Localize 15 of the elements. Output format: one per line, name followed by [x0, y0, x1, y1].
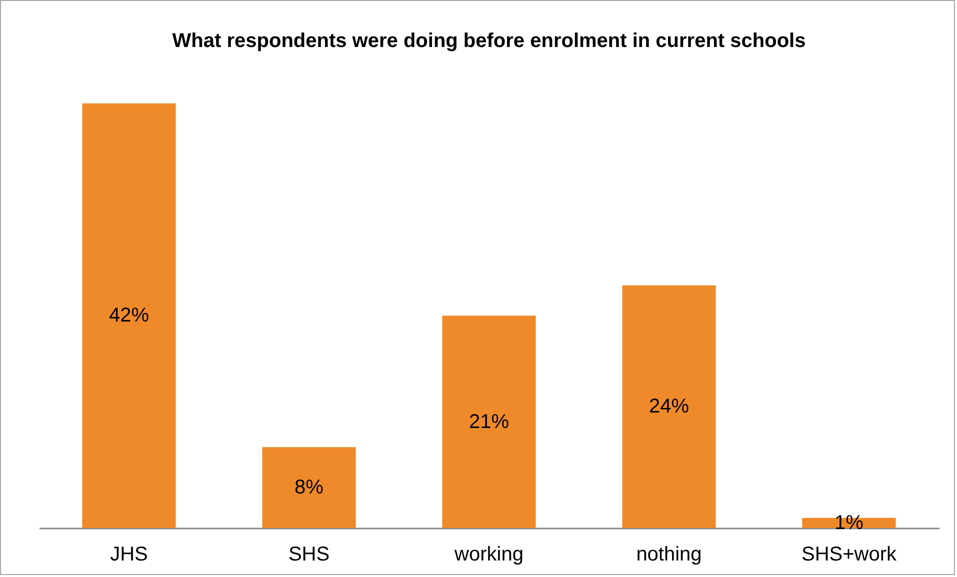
data-label: 42% [108, 304, 150, 327]
x-tick-label: JHS [110, 544, 148, 566]
bar [622, 285, 716, 528]
x-tick-label: working [454, 544, 524, 566]
data-label: 1% [834, 512, 864, 534]
x-tick-label: nothing [636, 544, 702, 566]
chart-title: What respondents were doing before enrolment in current schools [172, 30, 806, 52]
data-label: 8% [294, 476, 324, 499]
data-label: 21% [468, 410, 510, 433]
bar [262, 447, 356, 528]
data-label: 24% [648, 396, 690, 418]
x-tick-label: SHS [288, 544, 330, 566]
bar [82, 103, 176, 528]
bar [442, 316, 536, 528]
x-tick-label: SHS+work [801, 544, 898, 566]
